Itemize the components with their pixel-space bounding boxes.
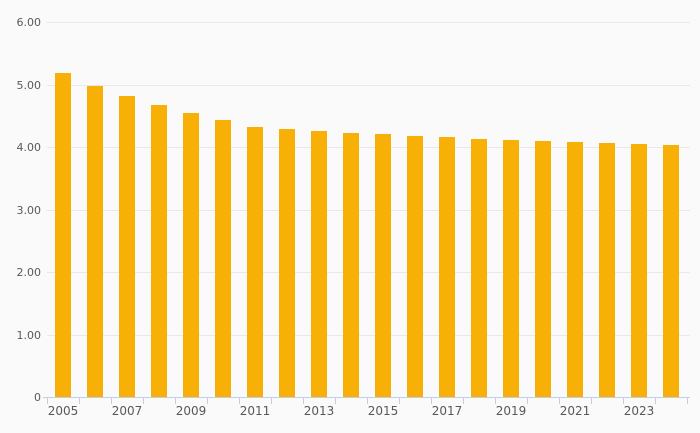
bar-2024[interactable] <box>663 145 679 397</box>
bar-2022[interactable] <box>599 143 615 397</box>
y-axis-tick-label: 0 <box>34 391 41 404</box>
x-axis-tick <box>303 398 304 404</box>
gridline <box>47 85 690 86</box>
x-axis-tick <box>623 398 624 404</box>
x-axis-tick-label: 2017 <box>431 404 463 418</box>
bar-2007[interactable] <box>119 96 135 397</box>
bar-2013[interactable] <box>311 131 327 397</box>
bar-2021[interactable] <box>567 142 583 397</box>
x-axis-tick <box>687 398 688 404</box>
bar-2018[interactable] <box>471 139 487 397</box>
x-axis-tick-label: 2011 <box>239 404 271 418</box>
x-axis-tick-label: 2021 <box>559 404 591 418</box>
x-axis-tick <box>399 398 400 404</box>
bar-2016[interactable] <box>407 136 423 397</box>
x-axis-tick <box>591 398 592 404</box>
bar-2008[interactable] <box>151 105 167 397</box>
x-axis-tick <box>559 398 560 404</box>
x-axis-tick-label: 2015 <box>367 404 399 418</box>
bar-2014[interactable] <box>343 133 359 397</box>
x-axis-tick <box>655 398 656 404</box>
x-axis-tick-label: 2007 <box>111 404 143 418</box>
x-axis-tick-label: 2009 <box>175 404 207 418</box>
gridline <box>47 22 690 23</box>
x-axis-tick <box>239 398 240 404</box>
bar-2011[interactable] <box>247 127 263 397</box>
x-axis-tick <box>111 398 112 404</box>
x-axis-line <box>43 397 690 398</box>
y-axis-tick-label: 1.00 <box>16 329 42 342</box>
y-axis-tick-label: 6.00 <box>16 16 42 29</box>
y-axis-tick-label: 2.00 <box>16 266 42 279</box>
gridline <box>47 272 690 273</box>
x-axis-tick <box>335 398 336 404</box>
x-axis-tick-label: 2019 <box>495 404 527 418</box>
gridline <box>47 147 690 148</box>
bar-2006[interactable] <box>87 86 103 397</box>
x-axis-tick-label: 2023 <box>623 404 655 418</box>
x-axis-tick <box>207 398 208 404</box>
x-axis-tick <box>495 398 496 404</box>
x-axis-tick <box>463 398 464 404</box>
bar-2015[interactable] <box>375 134 391 397</box>
bar-2019[interactable] <box>503 140 519 397</box>
bar-2012[interactable] <box>279 129 295 397</box>
x-axis-tick <box>175 398 176 404</box>
x-axis-tick <box>431 398 432 404</box>
x-axis-tick-label: 2013 <box>303 404 335 418</box>
x-axis-tick <box>527 398 528 404</box>
bar-2009[interactable] <box>183 113 199 397</box>
x-axis-tick <box>47 398 48 404</box>
bar-2010[interactable] <box>215 120 231 397</box>
x-axis-tick <box>79 398 80 404</box>
x-axis-tick <box>143 398 144 404</box>
bar-2020[interactable] <box>535 141 551 397</box>
x-axis-tick <box>367 398 368 404</box>
gridline <box>47 335 690 336</box>
x-axis-tick <box>271 398 272 404</box>
x-axis-tick-label: 2005 <box>47 404 79 418</box>
bar-2005[interactable] <box>55 73 71 397</box>
y-axis-tick-label: 4.00 <box>16 141 42 154</box>
y-axis-tick-label: 3.00 <box>16 204 42 217</box>
bar-2017[interactable] <box>439 137 455 397</box>
y-axis-tick-label: 5.00 <box>16 79 42 92</box>
gridline <box>47 210 690 211</box>
bar-2023[interactable] <box>631 144 647 397</box>
